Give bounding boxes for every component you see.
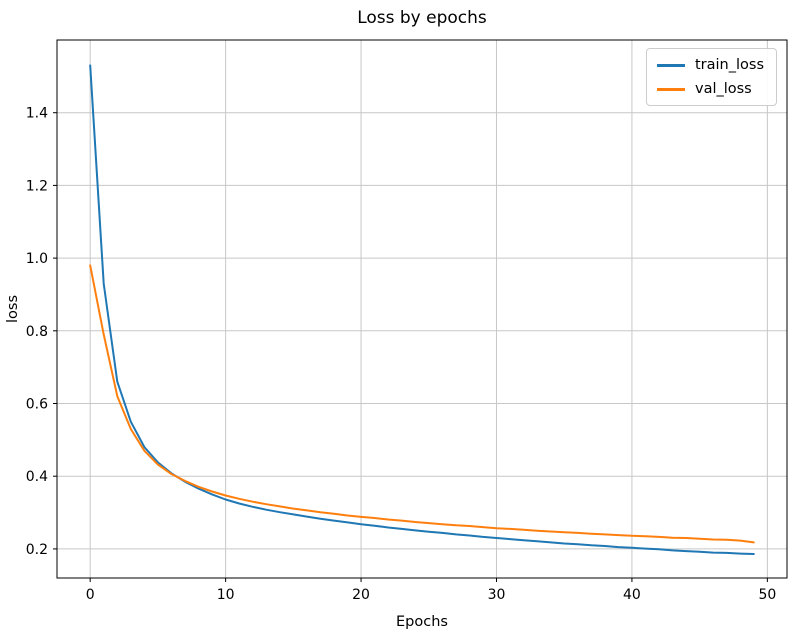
y-tick-label: 1.4 [26,106,48,122]
legend-entry-val-loss: val_loss [656,81,764,97]
x-tick-label: 50 [758,587,776,603]
x-axis-label: Epochs [396,614,448,630]
y-tick-label: 1.2 [26,178,48,194]
y-tick-label: 1.0 [26,251,48,267]
legend-label: val_loss [694,81,752,97]
chart-title: Loss by epochs [357,8,487,28]
y-axis-label: loss [5,295,21,323]
train-loss-line [89,64,755,555]
x-tick-label: 30 [488,587,506,603]
val-loss-line [89,264,755,544]
x-tick-label: 10 [217,587,235,603]
x-tick-label: 40 [623,587,641,603]
legend-label: train_loss [694,57,764,73]
legend: train_loss val_loss [645,48,777,106]
x-tick-label: 0 [86,587,95,603]
legend-line-swatch [656,87,685,91]
x-tick-label: 20 [352,587,370,603]
legend-line-swatch [656,63,685,67]
y-tick-label: 0.6 [26,397,48,413]
y-tick-label: 0.8 [26,324,48,340]
y-tick-label: 0.4 [26,469,48,485]
y-tick-label: 0.2 [26,542,48,558]
legend-entry-train-loss: train_loss [656,57,764,73]
axes-spines [56,39,788,579]
